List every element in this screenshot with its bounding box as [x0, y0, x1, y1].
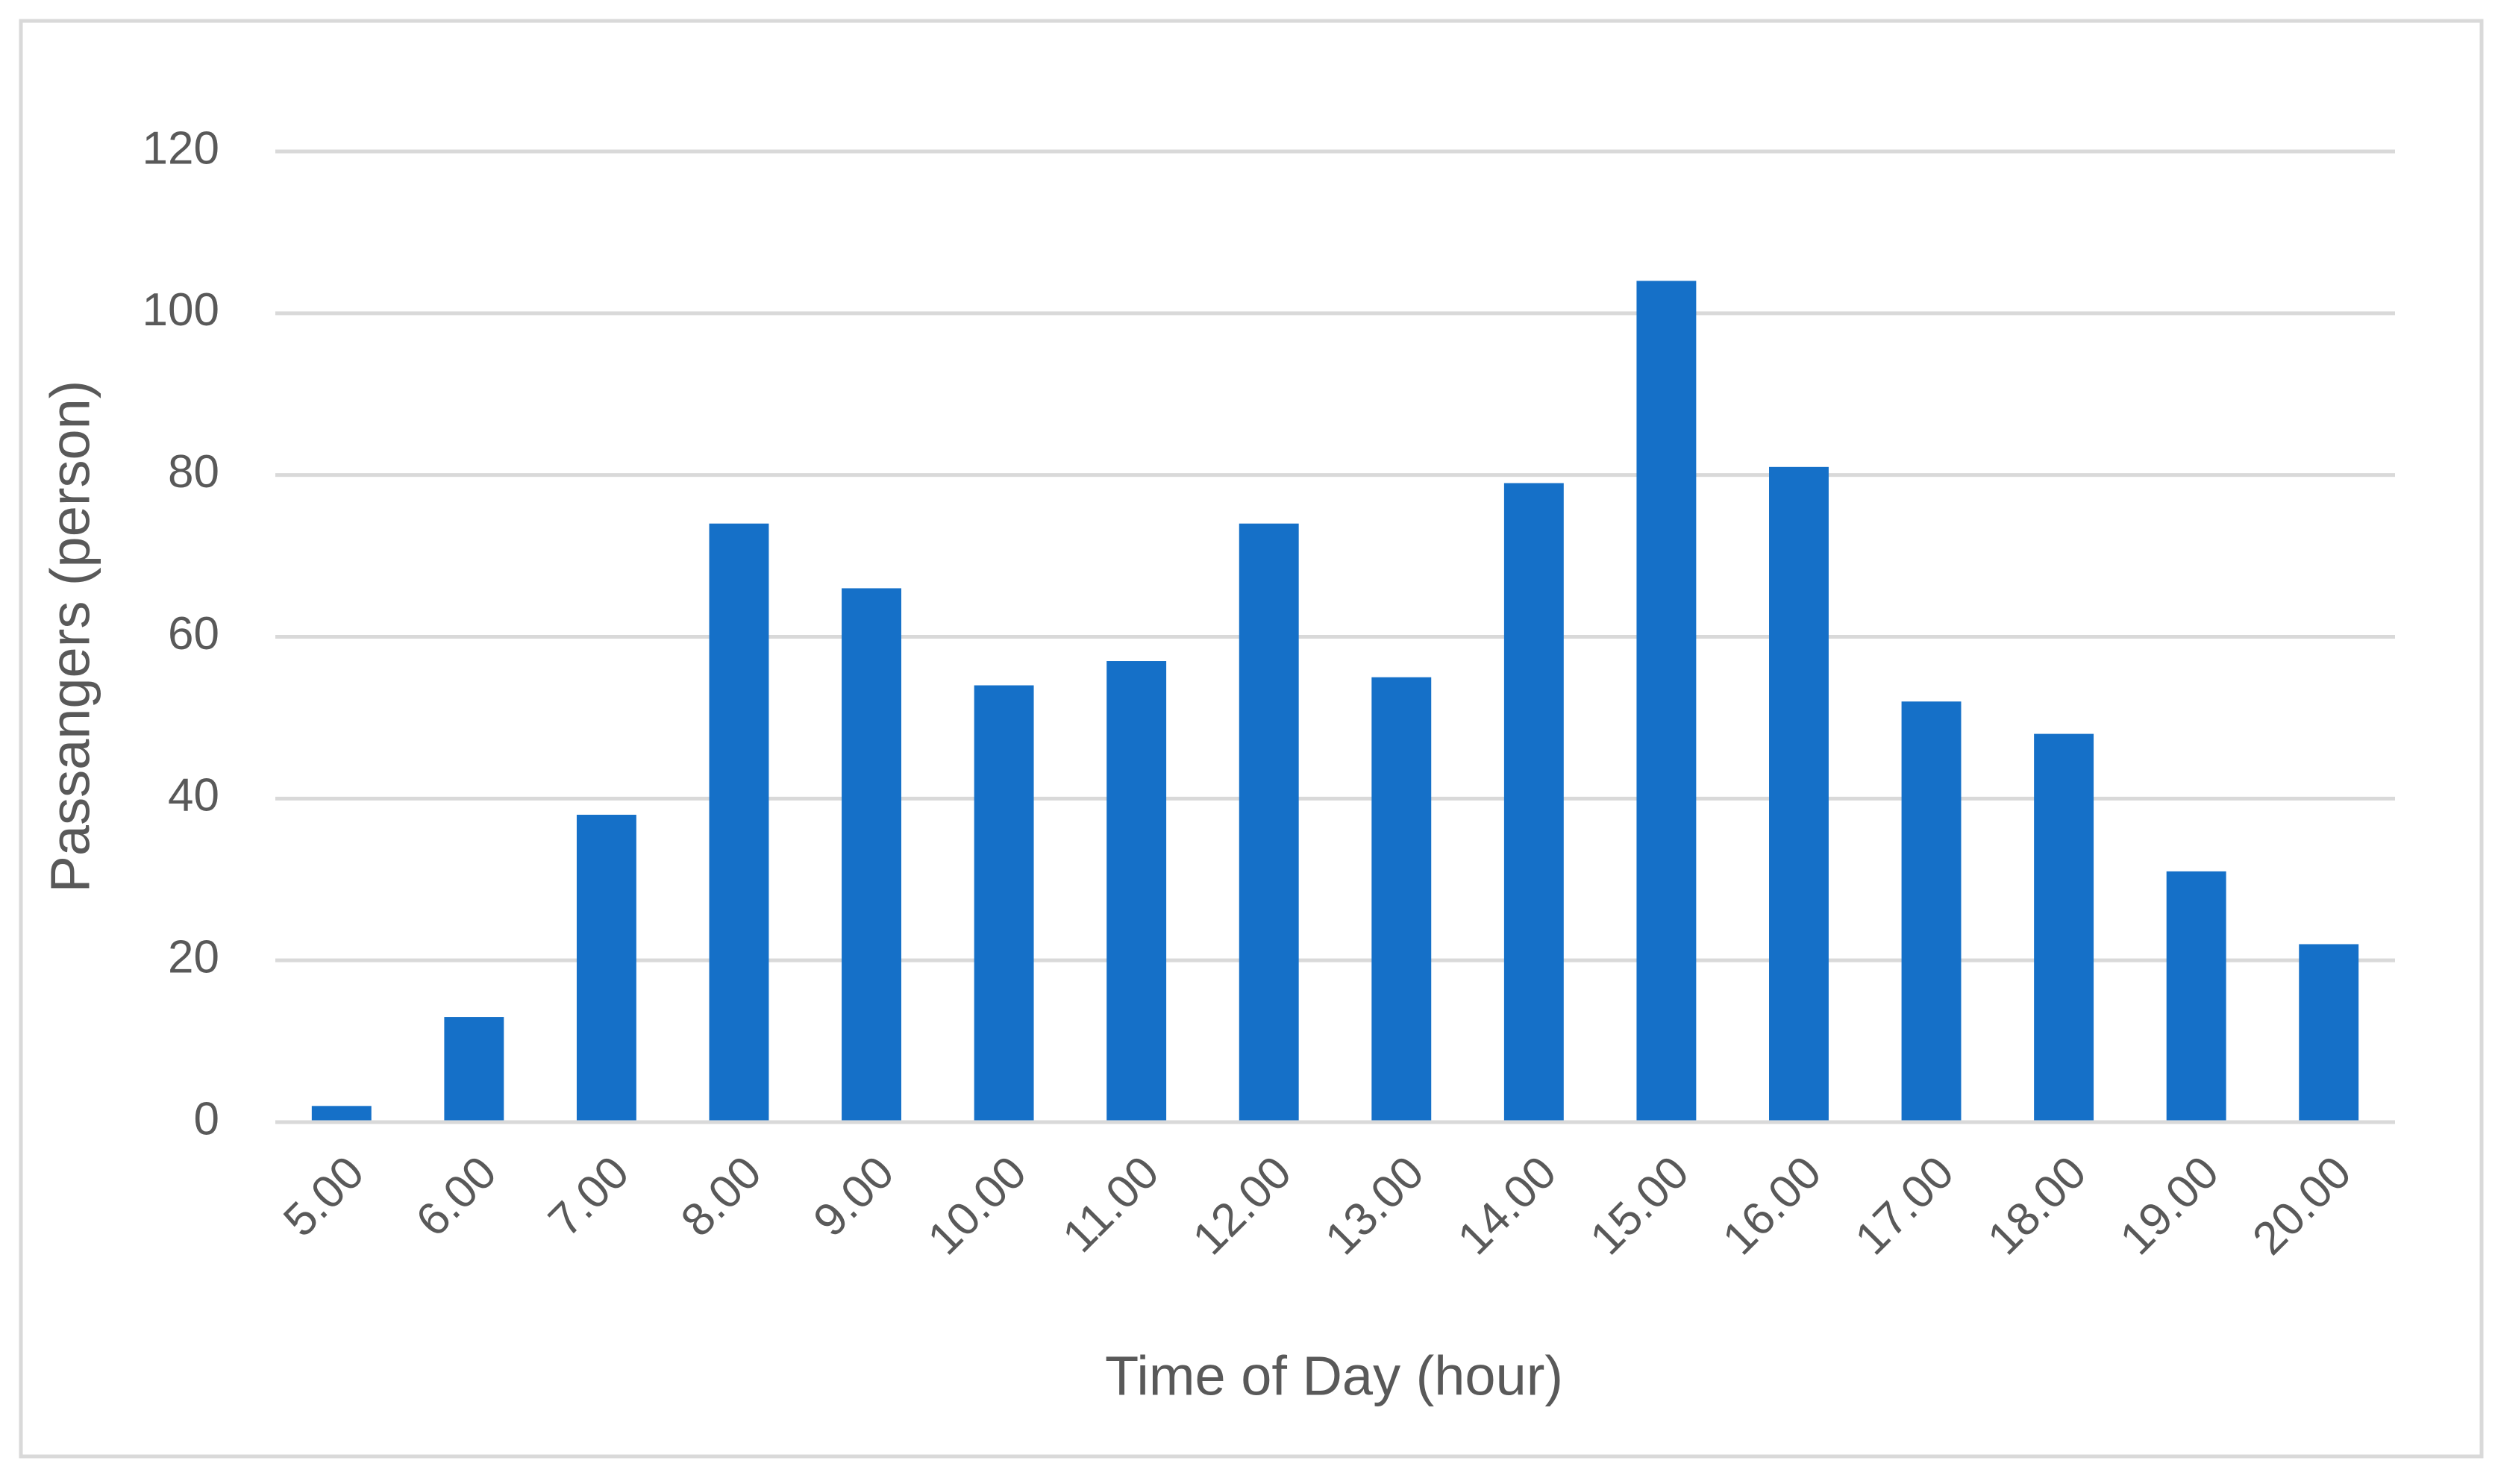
bar: [974, 685, 1034, 1122]
y-tick-label: 120: [143, 122, 219, 174]
bar: [1371, 677, 1432, 1122]
bar: [1106, 661, 1167, 1122]
y-axis-title: Passangers (person): [40, 381, 101, 893]
y-tick-label: 0: [194, 1093, 219, 1145]
bar: [1901, 701, 1962, 1122]
y-tick-label: 80: [168, 446, 219, 498]
bar: [576, 815, 636, 1122]
y-tick-label: 40: [168, 770, 219, 821]
y-tick-label: 20: [168, 932, 219, 983]
bar: [2166, 871, 2226, 1122]
x-axis-title: Time of Day (hour): [1105, 1345, 1563, 1407]
bar: [311, 1106, 372, 1122]
bar: [2034, 733, 2094, 1122]
bar: [1769, 466, 1829, 1122]
bar: [444, 1017, 504, 1122]
bar: [1503, 483, 1564, 1122]
bar: [709, 523, 769, 1122]
y-tick-label: 60: [168, 608, 219, 660]
bar: [842, 588, 901, 1122]
bar: [2299, 944, 2359, 1122]
y-tick-label: 100: [143, 284, 219, 336]
bar: [1239, 523, 1299, 1122]
bar: [1636, 281, 1697, 1122]
